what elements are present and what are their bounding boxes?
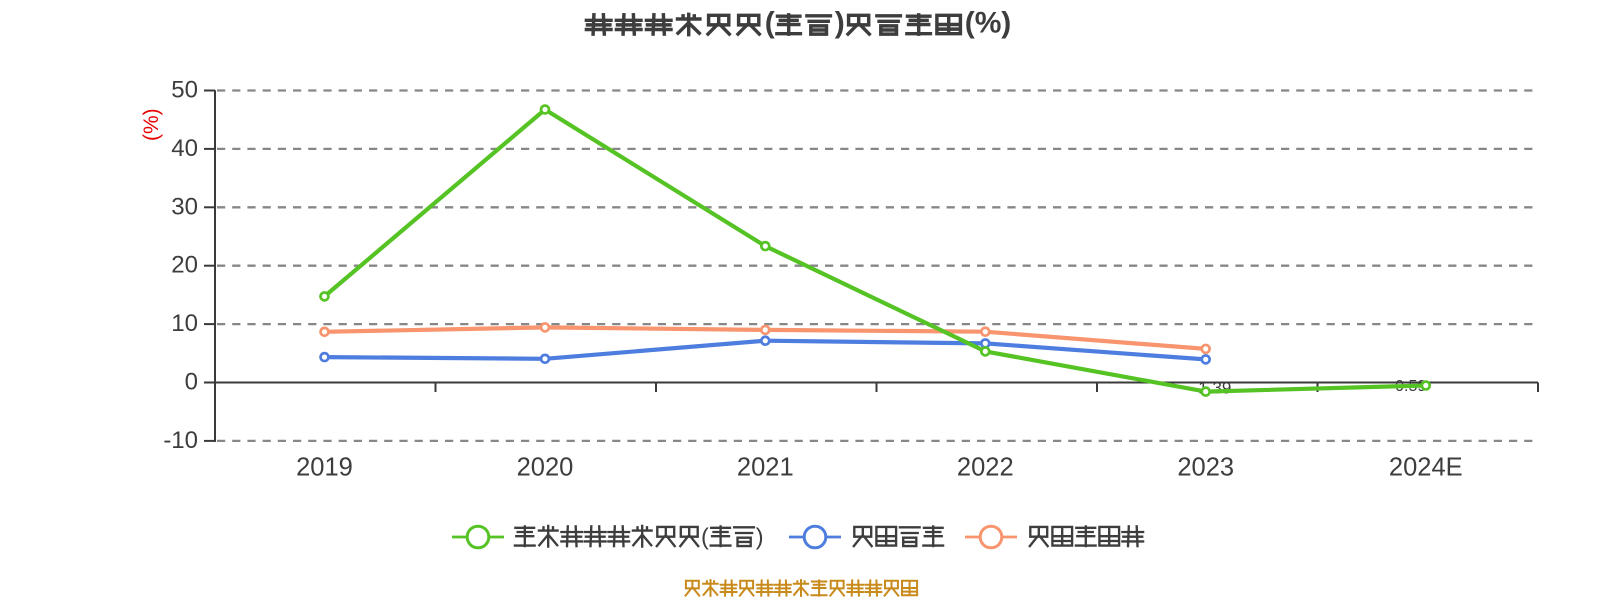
svg-text:10: 10 (171, 310, 198, 337)
svg-text:): ) (835, 7, 845, 40)
svg-text:(%): (%) (140, 108, 163, 141)
svg-text:2022: 2022 (957, 454, 1014, 482)
svg-text:40: 40 (171, 135, 198, 162)
svg-text:%: % (975, 7, 1002, 40)
svg-text:2024E: 2024E (1389, 454, 1463, 482)
svg-text:2021: 2021 (737, 454, 794, 482)
svg-text:20: 20 (171, 252, 198, 279)
svg-text:2020: 2020 (517, 454, 574, 482)
svg-text:(: ( (701, 524, 709, 550)
svg-text:2019: 2019 (296, 454, 353, 482)
svg-text:(: ( (765, 7, 775, 40)
svg-text:50: 50 (171, 77, 198, 104)
svg-text:2023: 2023 (1177, 454, 1234, 482)
svg-text:-10: -10 (163, 427, 198, 454)
svg-text:): ) (1001, 7, 1011, 40)
svg-text:0: 0 (185, 369, 198, 396)
svg-text:-1.39: -1.39 (1193, 379, 1232, 398)
svg-text:): ) (756, 524, 764, 550)
svg-text:(: ( (965, 7, 975, 40)
svg-text:30: 30 (171, 193, 198, 220)
